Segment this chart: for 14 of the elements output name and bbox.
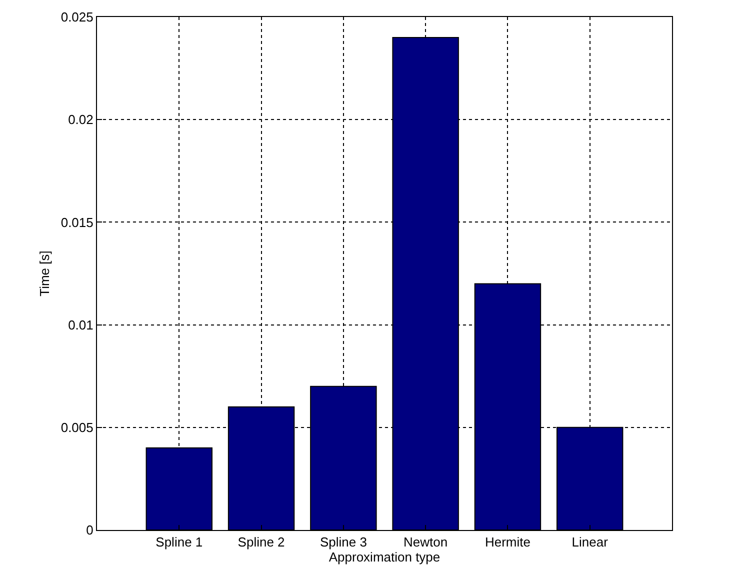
x-axis-title: Approximation type <box>328 550 440 565</box>
x-tick-label: Spline 2 <box>238 534 285 550</box>
y-tick-label: 0.005 <box>60 420 94 435</box>
y-tick-label: 0.01 <box>68 317 94 332</box>
y-tick-label: 0.02 <box>68 112 94 128</box>
x-tick-label: Newton <box>404 534 448 550</box>
x-tick-label: Spline 1 <box>156 534 203 550</box>
y-axis-title: Time [s] <box>36 250 52 296</box>
x-tick-label: Linear <box>572 534 609 550</box>
y-tick-label: 0.025 <box>60 10 94 25</box>
x-tick-label: Spline 3 <box>320 534 367 550</box>
x-tick-label: Hermite <box>484 534 530 550</box>
y-tick-label: 0.015 <box>60 214 94 230</box>
y-tick-label: 0 <box>86 522 94 538</box>
